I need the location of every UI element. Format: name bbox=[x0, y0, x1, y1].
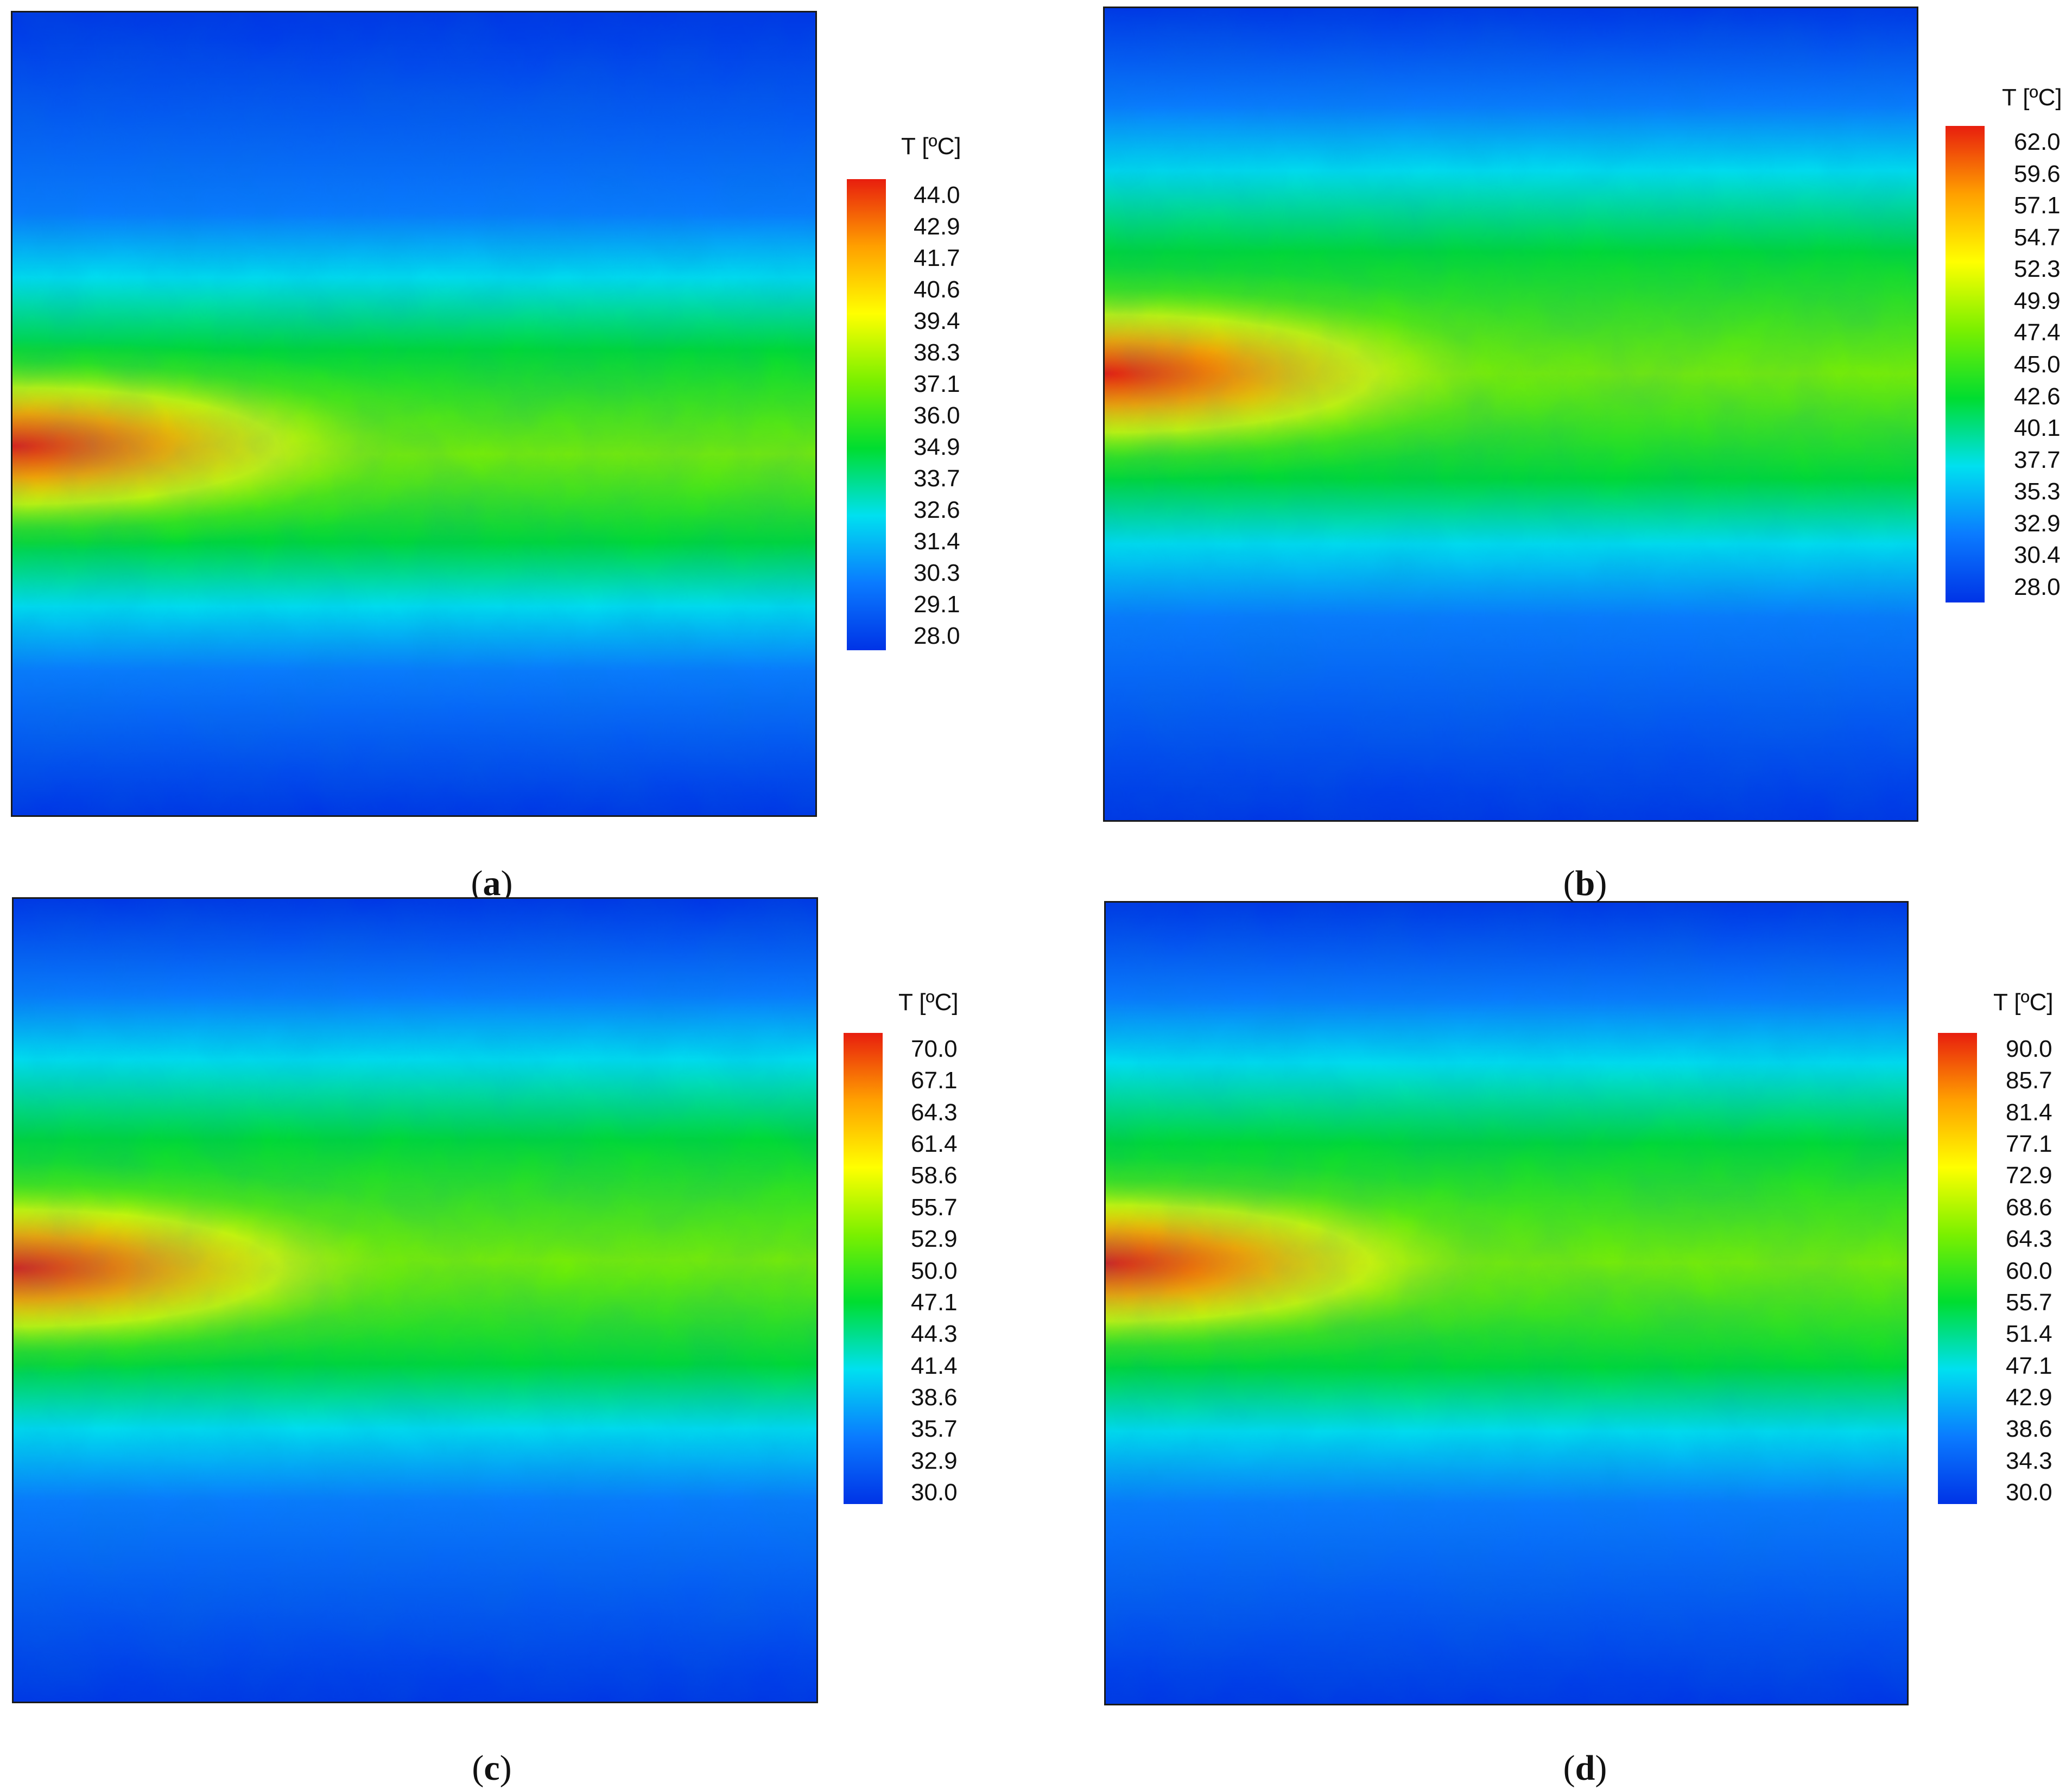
colorbar-tick-label: 41.7 bbox=[914, 245, 960, 271]
colorbar-tick-label: 70.0 bbox=[911, 1036, 958, 1062]
colorbar-title-c: T [ºC] bbox=[898, 989, 959, 1016]
colorbar-d bbox=[1938, 1033, 1977, 1504]
colorbar-tick-label: 59.6 bbox=[2014, 160, 2061, 187]
colorbar-tick-label: 35.3 bbox=[2014, 478, 2061, 505]
colorbar-tick-label: 50.0 bbox=[911, 1257, 958, 1284]
colorbar-tick-label: 47.4 bbox=[2014, 319, 2061, 346]
colorbar-tick-label: 32.9 bbox=[2014, 510, 2061, 537]
colorbar-tick-label: 28.0 bbox=[2014, 574, 2061, 600]
colorbar-tick-label: 40.1 bbox=[2014, 415, 2061, 442]
colorbar-tick-label: 81.4 bbox=[2006, 1099, 2052, 1126]
panel-caption-b: (b) bbox=[1563, 864, 1607, 903]
heatmap-field-d bbox=[1106, 903, 1907, 1704]
heatmap-panel-c bbox=[12, 897, 818, 1703]
colorbar-tick-label: 64.3 bbox=[2006, 1226, 2052, 1253]
colorbar-tick-label: 42.9 bbox=[2006, 1384, 2052, 1411]
colorbar-a bbox=[847, 179, 886, 650]
colorbar-tick-label: 37.7 bbox=[2014, 446, 2061, 473]
colorbar-tick-label: 55.7 bbox=[911, 1194, 958, 1221]
noise-texture-d bbox=[1106, 903, 1907, 1704]
colorbar-tick-label: 37.1 bbox=[914, 371, 960, 397]
colorbar-b bbox=[1946, 126, 1985, 602]
panel-caption-c: (c) bbox=[472, 1748, 512, 1788]
colorbar-tick-label: 36.0 bbox=[914, 402, 960, 429]
colorbar-tick-label: 30.3 bbox=[914, 560, 960, 586]
colorbar-tick-label: 32.6 bbox=[914, 497, 960, 523]
colorbar-tick-label: 68.6 bbox=[2006, 1194, 2052, 1221]
colorbar-tick-label: 52.9 bbox=[911, 1226, 958, 1253]
colorbar-tick-label: 90.0 bbox=[2006, 1036, 2052, 1062]
colorbar-tick-label: 60.0 bbox=[2006, 1257, 2052, 1284]
colorbar-tick-label: 49.9 bbox=[2014, 287, 2061, 314]
colorbar-tick-label: 30.4 bbox=[2014, 542, 2061, 569]
heatmap-panel-a bbox=[11, 11, 817, 817]
colorbar-tick-label: 44.3 bbox=[911, 1321, 958, 1348]
colorbar-title-d: T [ºC] bbox=[1993, 989, 2054, 1016]
colorbar-tick-label: 72.9 bbox=[2006, 1162, 2052, 1189]
heatmap-panel-b bbox=[1103, 7, 1918, 822]
colorbar-tick-label: 30.0 bbox=[911, 1479, 958, 1506]
colorbar-tick-label: 55.7 bbox=[2006, 1289, 2052, 1316]
colorbar-tick-label: 38.3 bbox=[914, 339, 960, 366]
colorbar-tick-label: 28.0 bbox=[914, 623, 960, 649]
colorbar-tick-label: 77.1 bbox=[2006, 1131, 2052, 1158]
heatmap-field-c bbox=[14, 899, 816, 1702]
colorbar-tick-label: 29.1 bbox=[914, 591, 960, 618]
colorbar-tick-label: 62.0 bbox=[2014, 129, 2061, 155]
colorbar-c bbox=[844, 1033, 883, 1504]
colorbar-tick-label: 31.4 bbox=[914, 528, 960, 555]
colorbar-tick-label: 54.7 bbox=[2014, 224, 2061, 251]
colorbar-tick-label: 45.0 bbox=[2014, 351, 2061, 378]
colorbar-tick-label: 42.6 bbox=[2014, 383, 2061, 410]
colorbar-tick-label: 32.9 bbox=[911, 1447, 958, 1474]
colorbar-tick-label: 40.6 bbox=[914, 276, 960, 303]
colorbar-tick-label: 58.6 bbox=[911, 1162, 958, 1189]
colorbar-tick-label: 30.0 bbox=[2006, 1479, 2052, 1506]
colorbar-tick-label: 35.7 bbox=[911, 1416, 958, 1443]
colorbar-tick-label: 57.1 bbox=[2014, 192, 2061, 219]
colorbar-tick-label: 34.3 bbox=[2006, 1447, 2052, 1474]
noise-texture-a bbox=[12, 12, 815, 815]
colorbar-tick-label: 41.4 bbox=[911, 1352, 958, 1379]
colorbar-tick-label: 51.4 bbox=[2006, 1321, 2052, 1348]
colorbar-tick-label: 34.9 bbox=[914, 434, 960, 460]
colorbar-tick-label: 38.6 bbox=[2006, 1416, 2052, 1443]
colorbar-tick-label: 85.7 bbox=[2006, 1067, 2052, 1094]
heatmap-field-b bbox=[1105, 8, 1917, 820]
colorbar-tick-label: 61.4 bbox=[911, 1131, 958, 1158]
colorbar-tick-label: 39.4 bbox=[914, 308, 960, 334]
heatmap-field-a bbox=[12, 12, 815, 815]
panel-caption-d: (d) bbox=[1563, 1748, 1607, 1788]
colorbar-title-a: T [ºC] bbox=[901, 133, 961, 160]
panel-caption-a: (a) bbox=[471, 864, 513, 903]
colorbar-tick-label: 47.1 bbox=[911, 1289, 958, 1316]
colorbar-tick-label: 64.3 bbox=[911, 1099, 958, 1126]
colorbar-tick-label: 44.0 bbox=[914, 182, 960, 208]
colorbar-title-b: T [ºC] bbox=[2002, 84, 2062, 111]
colorbar-tick-label: 52.3 bbox=[2014, 256, 2061, 283]
colorbar-tick-label: 47.1 bbox=[2006, 1352, 2052, 1379]
colorbar-tick-label: 38.6 bbox=[911, 1384, 958, 1411]
heatmap-panel-d bbox=[1104, 901, 1909, 1705]
noise-texture-b bbox=[1105, 8, 1917, 820]
noise-texture-c bbox=[14, 899, 816, 1702]
colorbar-tick-label: 67.1 bbox=[911, 1067, 958, 1094]
colorbar-tick-label: 33.7 bbox=[914, 465, 960, 492]
colorbar-tick-label: 42.9 bbox=[914, 213, 960, 240]
